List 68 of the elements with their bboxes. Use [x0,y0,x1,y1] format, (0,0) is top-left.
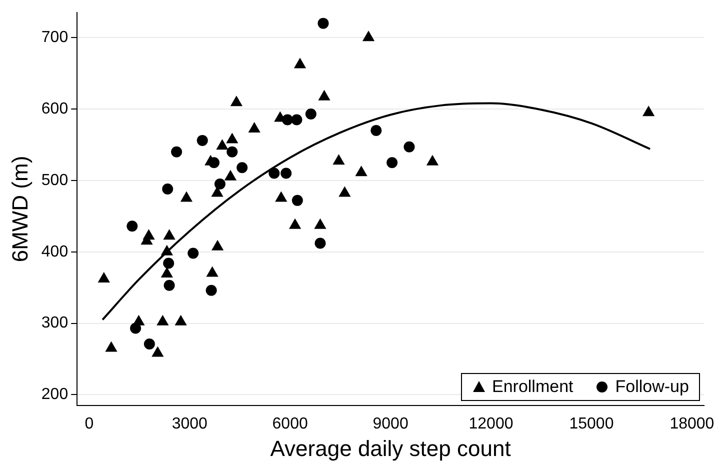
point [162,184,174,195]
point [214,178,226,190]
point [292,194,303,206]
point [386,157,398,168]
legend-label: Enrollment [492,377,574,398]
point [163,229,176,240]
point [338,186,351,197]
point [132,314,145,326]
point [236,162,248,174]
point [642,106,655,116]
point [216,139,228,150]
x-tick-label: 3000 [172,415,208,432]
point [164,280,175,291]
point [280,168,292,179]
point [174,314,187,326]
point [206,266,218,277]
point [291,114,302,126]
point [180,191,193,202]
point [226,146,238,158]
x-tick-label: 9000 [372,415,408,432]
point [426,154,439,166]
x-tick-label: 15000 [569,415,614,432]
point [226,132,238,144]
point [294,58,306,68]
point [171,146,182,158]
point [160,266,173,278]
y-tick-label: 500 [41,172,68,189]
y-tick-label: 400 [41,243,68,260]
point [206,284,217,296]
point [163,258,174,269]
point [268,168,280,179]
x-tick-label: 12000 [468,415,514,432]
point [404,141,415,152]
point [318,90,330,100]
point [314,238,326,249]
y-tick-label: 700 [41,29,68,46]
point [288,218,302,229]
x-tick-label: 0 [84,415,94,432]
y-tick-label: 200 [41,386,68,404]
y-axis-title: 6MWD (m) [7,156,32,262]
point [211,240,224,250]
point [144,338,155,350]
point [305,108,316,120]
point [355,166,368,176]
x-axis-title: Average daily step count [270,436,511,461]
point [362,30,375,42]
x-tick-label: 6000 [272,415,308,432]
point [152,346,164,357]
point [314,218,326,229]
line-series [102,102,652,321]
point [98,272,110,282]
point [318,18,329,29]
legend-label: Follow-up [615,377,689,398]
point [105,341,118,352]
y-tick-label: 300 [41,314,68,332]
point [160,244,173,256]
point [370,124,382,136]
point [275,191,288,202]
point [248,122,260,133]
point [230,96,242,106]
point [224,170,237,180]
point [196,134,208,146]
point [156,314,169,326]
point [188,248,199,259]
point [332,154,345,165]
point [126,220,138,232]
y-tick-label: 600 [41,100,68,118]
x-tick-label: 18000 [670,415,714,432]
